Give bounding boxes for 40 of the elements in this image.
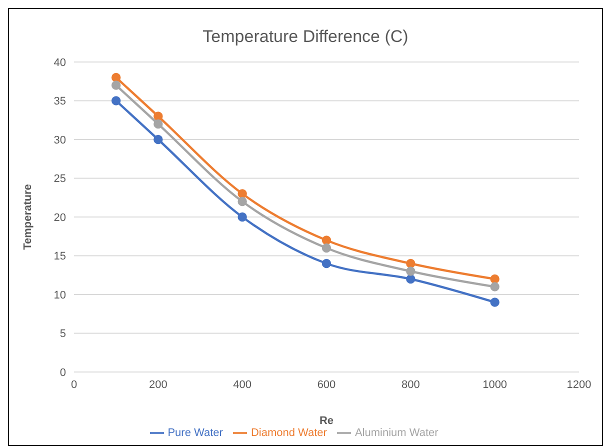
point [111,80,121,90]
point [490,298,500,307]
point [238,212,247,222]
x-tick-label: 800 [401,378,420,391]
point [322,258,332,268]
point [154,119,163,129]
x-tick-label: 600 [317,378,336,391]
y-tick-label: 0 [60,366,66,379]
point [322,236,332,245]
y-tick-label: 35 [54,96,66,108]
y-tick-label: 5 [60,328,66,340]
y-tick-label: 25 [54,173,66,186]
point [111,96,121,106]
point [154,134,163,144]
point [238,189,247,198]
point [322,243,332,253]
x-tick-label: 200 [148,378,168,391]
y-tick-label: 20 [54,212,66,224]
chart-title: Temperature Difference (C) [202,26,410,48]
legend-label: Diamond Water [250,426,327,439]
x-tick-label: 400 [233,378,252,391]
x-tick-label: 1200 [566,378,592,391]
point [490,274,500,284]
point [111,72,121,82]
legend-label: Pure Water [168,426,223,439]
point [406,274,416,284]
y-tick-label: 15 [54,250,66,263]
legend-label: Aluminium Water [354,426,438,439]
x-tick-label: 0 [70,378,78,391]
point [154,112,163,121]
point [490,282,500,292]
point [406,258,416,268]
y-axis-title: Temperature [22,184,34,250]
y-tick-label: 40 [54,56,66,69]
point [406,266,416,276]
x-tick-label: 1000 [482,378,508,391]
y-tick-label: 10 [54,289,66,302]
x-axis-title: Re [319,415,334,427]
point [238,196,247,206]
y-tick-label: 30 [54,134,66,146]
